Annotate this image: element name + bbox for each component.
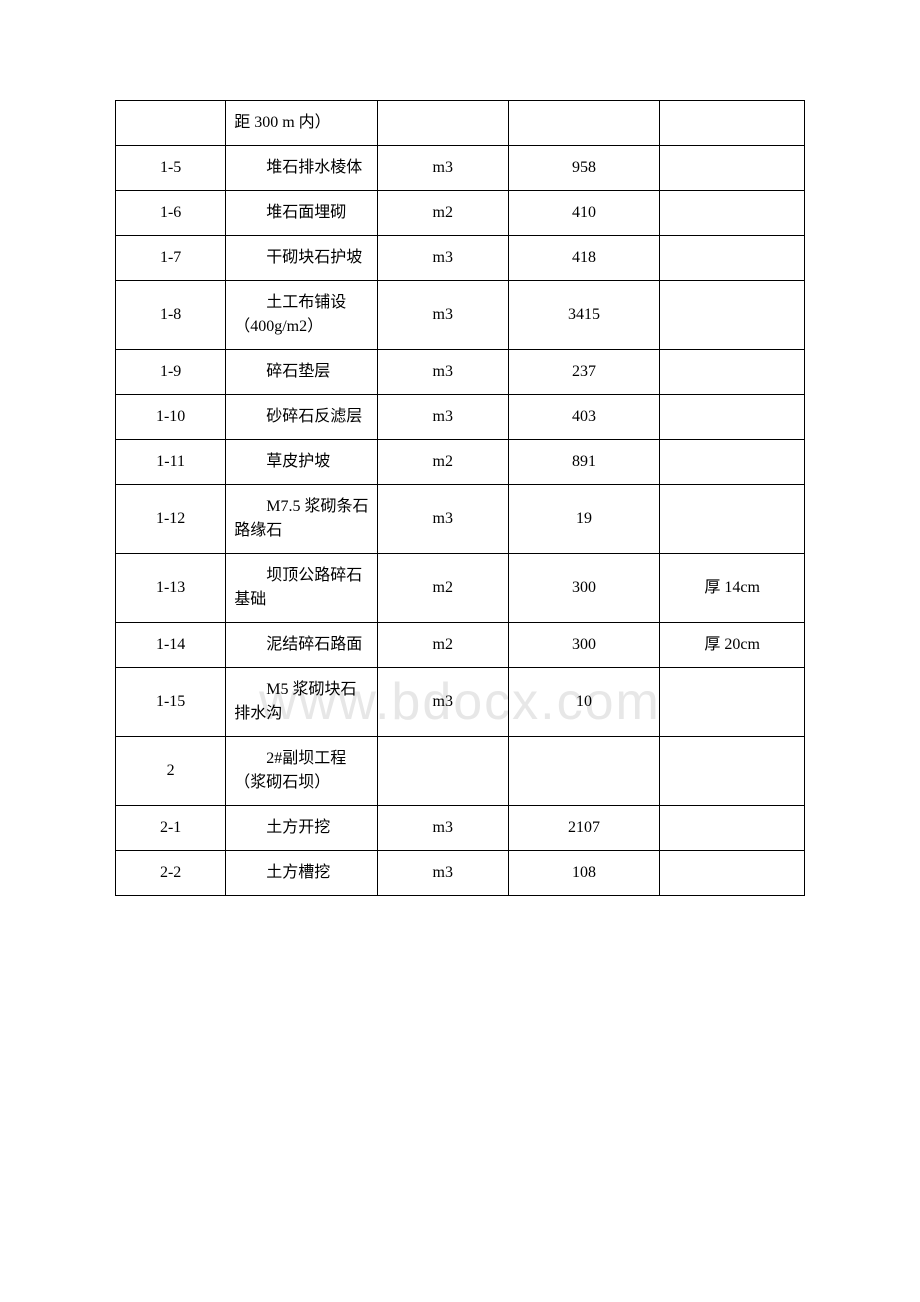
cell-unit: m3 bbox=[377, 281, 508, 350]
cell-index: 1-13 bbox=[116, 554, 226, 623]
table-row: 1-8土工布铺设（400g/m2）m33415 bbox=[116, 281, 805, 350]
cell-unit: m3 bbox=[377, 668, 508, 737]
cell-name: 坝顶公路碎石基础 bbox=[226, 554, 378, 623]
cell-name: 堆石面埋砌 bbox=[226, 191, 378, 236]
table-row: 22#副坝工程（浆砌石坝） bbox=[116, 737, 805, 806]
cell-name: 土方开挖 bbox=[226, 806, 378, 851]
cell-index: 2-2 bbox=[116, 851, 226, 896]
cell-qty: 410 bbox=[508, 191, 660, 236]
cell-remark bbox=[660, 485, 805, 554]
cell-qty: 19 bbox=[508, 485, 660, 554]
cell-name: 土工布铺设（400g/m2） bbox=[226, 281, 378, 350]
cell-remark bbox=[660, 191, 805, 236]
cell-qty: 403 bbox=[508, 395, 660, 440]
cell-index bbox=[116, 101, 226, 146]
cell-unit: m3 bbox=[377, 236, 508, 281]
table-row: 1-12M7.5 浆砌条石路缘石m319 bbox=[116, 485, 805, 554]
cell-unit: m2 bbox=[377, 623, 508, 668]
cell-unit: m3 bbox=[377, 485, 508, 554]
cell-name: M7.5 浆砌条石路缘石 bbox=[226, 485, 378, 554]
table-row: 1-6堆石面埋砌m2410 bbox=[116, 191, 805, 236]
cell-index: 1-9 bbox=[116, 350, 226, 395]
table-row: 2-2土方槽挖m3108 bbox=[116, 851, 805, 896]
cell-name: M5 浆砌块石排水沟 bbox=[226, 668, 378, 737]
cell-remark bbox=[660, 851, 805, 896]
cell-remark bbox=[660, 737, 805, 806]
cell-name: 干砌块石护坡 bbox=[226, 236, 378, 281]
cell-unit bbox=[377, 101, 508, 146]
cell-unit: m3 bbox=[377, 395, 508, 440]
cell-index: 1-6 bbox=[116, 191, 226, 236]
cell-name: 草皮护坡 bbox=[226, 440, 378, 485]
cell-index: 1-5 bbox=[116, 146, 226, 191]
cell-qty: 300 bbox=[508, 554, 660, 623]
cell-unit: m2 bbox=[377, 554, 508, 623]
cell-remark bbox=[660, 146, 805, 191]
cell-name: 土方槽挖 bbox=[226, 851, 378, 896]
cell-index: 2-1 bbox=[116, 806, 226, 851]
table-row: 1-11草皮护坡m2891 bbox=[116, 440, 805, 485]
table-row: 2-1土方开挖m32107 bbox=[116, 806, 805, 851]
cell-name: 泥结碎石路面 bbox=[226, 623, 378, 668]
table-body: 距 300 m 内）1-5堆石排水棱体m39581-6堆石面埋砌m24101-7… bbox=[116, 101, 805, 896]
cell-index: 2 bbox=[116, 737, 226, 806]
cell-unit bbox=[377, 737, 508, 806]
table-row: 1-15M5 浆砌块石排水沟m310 bbox=[116, 668, 805, 737]
cell-index: 1-8 bbox=[116, 281, 226, 350]
cell-index: 1-15 bbox=[116, 668, 226, 737]
cell-remark bbox=[660, 668, 805, 737]
cell-qty: 300 bbox=[508, 623, 660, 668]
cell-index: 1-12 bbox=[116, 485, 226, 554]
table-row: 距 300 m 内） bbox=[116, 101, 805, 146]
data-table: 距 300 m 内）1-5堆石排水棱体m39581-6堆石面埋砌m24101-7… bbox=[115, 100, 805, 896]
table-row: 1-7干砌块石护坡m3418 bbox=[116, 236, 805, 281]
cell-remark bbox=[660, 440, 805, 485]
cell-unit: m3 bbox=[377, 851, 508, 896]
cell-remark bbox=[660, 395, 805, 440]
cell-name: 距 300 m 内） bbox=[226, 101, 378, 146]
cell-unit: m2 bbox=[377, 440, 508, 485]
cell-remark: 厚 14cm bbox=[660, 554, 805, 623]
cell-index: 1-14 bbox=[116, 623, 226, 668]
cell-remark bbox=[660, 281, 805, 350]
table-row: 1-13坝顶公路碎石基础m2300厚 14cm bbox=[116, 554, 805, 623]
cell-unit: m3 bbox=[377, 806, 508, 851]
cell-name: 堆石排水棱体 bbox=[226, 146, 378, 191]
cell-name: 砂碎石反滤层 bbox=[226, 395, 378, 440]
cell-qty: 418 bbox=[508, 236, 660, 281]
cell-remark: 厚 20cm bbox=[660, 623, 805, 668]
cell-qty: 10 bbox=[508, 668, 660, 737]
cell-remark bbox=[660, 350, 805, 395]
cell-qty: 3415 bbox=[508, 281, 660, 350]
table-row: 1-9碎石垫层m3237 bbox=[116, 350, 805, 395]
cell-name: 2#副坝工程（浆砌石坝） bbox=[226, 737, 378, 806]
cell-remark bbox=[660, 806, 805, 851]
cell-unit: m2 bbox=[377, 191, 508, 236]
table-row: 1-14泥结碎石路面m2300厚 20cm bbox=[116, 623, 805, 668]
cell-qty: 891 bbox=[508, 440, 660, 485]
table-row: 1-5堆石排水棱体m3958 bbox=[116, 146, 805, 191]
cell-index: 1-11 bbox=[116, 440, 226, 485]
cell-unit: m3 bbox=[377, 350, 508, 395]
cell-name: 碎石垫层 bbox=[226, 350, 378, 395]
cell-index: 1-7 bbox=[116, 236, 226, 281]
table-row: 1-10砂碎石反滤层m3403 bbox=[116, 395, 805, 440]
cell-unit: m3 bbox=[377, 146, 508, 191]
cell-remark bbox=[660, 236, 805, 281]
cell-qty: 237 bbox=[508, 350, 660, 395]
cell-qty: 108 bbox=[508, 851, 660, 896]
cell-qty: 958 bbox=[508, 146, 660, 191]
cell-qty bbox=[508, 737, 660, 806]
cell-remark bbox=[660, 101, 805, 146]
cell-qty: 2107 bbox=[508, 806, 660, 851]
cell-qty bbox=[508, 101, 660, 146]
cell-index: 1-10 bbox=[116, 395, 226, 440]
